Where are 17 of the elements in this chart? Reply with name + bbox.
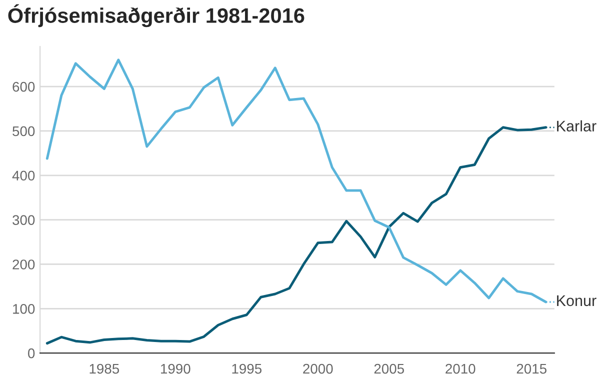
y-tick-label: 200 <box>12 260 35 270</box>
x-tick-label: 2015 <box>516 364 546 374</box>
x-tick-label: 1985 <box>90 364 120 374</box>
y-tick-label: 500 <box>12 126 35 136</box>
y-tick-label: 600 <box>12 82 35 92</box>
y-tick-label: 400 <box>12 170 35 181</box>
legend-label: Karlar <box>557 120 596 132</box>
x-tick-label: 2005 <box>374 364 404 374</box>
chart-title: Ófrjósemisaðgerðir 1981-2016 <box>8 4 304 28</box>
x-tick-label: 2010 <box>446 364 476 374</box>
y-tick-label: 100 <box>13 304 35 314</box>
y-tick-label: 0 <box>28 348 35 358</box>
x-tick-label: 2000 <box>303 364 333 374</box>
y-tick-label: 300 <box>12 215 35 225</box>
x-tick-label: 1990 <box>161 364 190 374</box>
legend-label: Konur <box>557 295 596 306</box>
x-tick-label: 1995 <box>232 364 262 374</box>
